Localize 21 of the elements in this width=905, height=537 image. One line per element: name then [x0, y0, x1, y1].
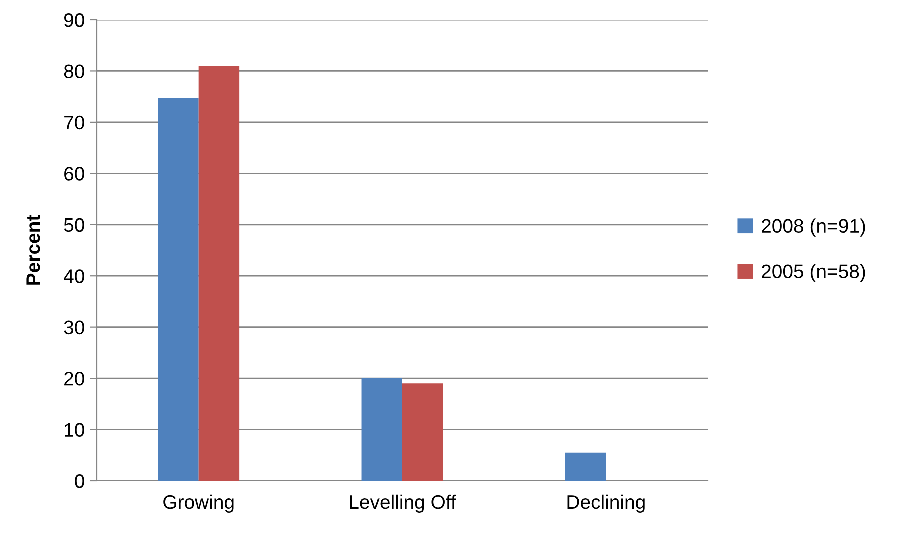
y-tick-label: 70: [64, 116, 84, 130]
x-tick-label: Levelling Off: [350, 494, 456, 514]
y-tick-label: 30: [64, 320, 84, 335]
y-tick-label: 10: [65, 423, 84, 438]
y-tick-label: 20: [64, 372, 84, 386]
legend-label: 2005 (n=58): [762, 264, 866, 282]
y-tick-label: 40: [64, 270, 84, 284]
y-tick-label: 90: [64, 13, 84, 28]
bar: [402, 384, 444, 481]
y-axis-title: Percent: [26, 215, 40, 285]
bar: [565, 452, 606, 481]
bar: [158, 98, 199, 481]
bar: [362, 378, 402, 481]
y-tick-label: 0: [75, 474, 84, 488]
x-tick-label: Declining: [568, 494, 645, 514]
y-tick-label: 60: [64, 167, 84, 181]
y-tick-label: 80: [64, 64, 84, 78]
x-tick-label: Growing: [164, 494, 234, 514]
y-tick-label: 50: [64, 218, 84, 232]
legend-label: 2008 (n=91): [762, 218, 866, 237]
bar: [198, 66, 240, 481]
